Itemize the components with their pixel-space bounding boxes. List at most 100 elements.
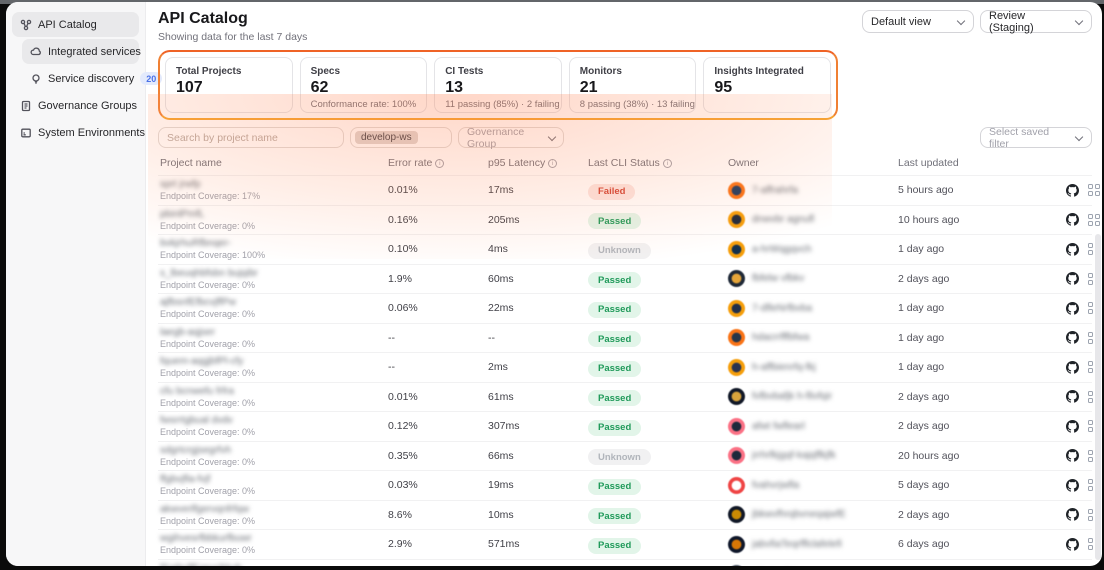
column-header-error-rate[interactable]: Error rate bbox=[388, 157, 488, 169]
integrations-grid-icon[interactable] bbox=[1088, 184, 1100, 197]
project-name-redacted[interactable]: pbinlPmfL bbox=[160, 208, 205, 220]
cli-status-badge: Passed bbox=[588, 272, 642, 288]
last-updated: 2 days ago bbox=[898, 420, 950, 433]
github-icon[interactable] bbox=[1066, 449, 1079, 462]
project-table: sprt jrwfp Endpoint Coverage: 17% 0.01% … bbox=[158, 175, 1100, 566]
table-row[interactable]: sprt jrwfp Endpoint Coverage: 17% 0.01% … bbox=[158, 175, 1100, 205]
last-updated: 6 days ago bbox=[898, 538, 950, 551]
github-icon[interactable] bbox=[1066, 272, 1079, 285]
vertical-scrollbar[interactable] bbox=[1095, 234, 1101, 560]
project-name-redacted[interactable]: cfu bcnwefu frfra bbox=[160, 385, 234, 397]
avatar bbox=[728, 388, 745, 406]
project-name-redacted[interactable]: wgihvesrfbbkurfbuwr bbox=[160, 533, 252, 545]
github-icon[interactable] bbox=[1066, 301, 1079, 315]
governance-groups-icon bbox=[19, 99, 32, 112]
project-name-redacted[interactable]: ffgbvjfla-fvjf bbox=[160, 474, 211, 486]
table-row[interactable]: fquem-aqgjbfPl-cfy Endpoint Coverage: 0%… bbox=[158, 352, 1100, 382]
github-icon[interactable] bbox=[1066, 508, 1079, 521]
table-row[interactable]: ajfbsnfEfbcvjffPw Endpoint Coverage: 0% … bbox=[158, 293, 1100, 323]
github-icon[interactable] bbox=[1066, 183, 1079, 197]
project-name-redacted[interactable]: sdgrtcrgjsegrfvh bbox=[160, 444, 232, 456]
table-row[interactable]: ffgbvjfla-fvjf Endpoint Coverage: 0% 0.0… bbox=[158, 470, 1100, 500]
column-header-p95-latency[interactable]: p95 Latency bbox=[488, 157, 588, 169]
chevron-down-icon bbox=[957, 18, 965, 26]
table-row[interactable]: akwverlfgervqnfrfqw Endpoint Coverage: 0… bbox=[158, 499, 1100, 530]
table-row[interactable]: fwsrrtgbual dvdv Endpoint Coverage: 0% 0… bbox=[158, 411, 1100, 441]
table-row[interactable]: wgihvesrfbbkurfbuwr Endpoint Coverage: 0… bbox=[158, 529, 1100, 559]
endpoint-coverage: Endpoint Coverage: 0% bbox=[160, 338, 256, 349]
endpoint-coverage: Endpoint Coverage: 17% bbox=[160, 191, 261, 202]
chevron-down-icon bbox=[1075, 18, 1083, 26]
table-row[interactable]: bvkjrhuRfbnqer- Endpoint Coverage: 100% … bbox=[158, 234, 1100, 264]
github-icon[interactable] bbox=[1066, 331, 1079, 344]
project-name-redacted[interactable]: ajfbsnfEfbcvjffPw bbox=[160, 297, 236, 309]
info-icon[interactable] bbox=[435, 159, 445, 168]
environment-select[interactable]: Review (Staging) bbox=[980, 10, 1092, 34]
table-row[interactable]: fSajbvlfEqsvcfrkvb Endpoint Coverage: 0%… bbox=[158, 558, 1092, 566]
owner-name-redacted: fvfbvbafjk h-flivfqir bbox=[752, 391, 833, 403]
column-header-project-name[interactable]: Project name bbox=[160, 157, 222, 169]
api-catalog-icon bbox=[19, 18, 32, 31]
integrations-grid-icon[interactable] bbox=[1088, 213, 1100, 226]
sidebar-item-service-discovery[interactable]: Service discovery 20 bbox=[22, 66, 163, 91]
table-header: Project name Error rate p95 Latency Last… bbox=[158, 157, 1092, 175]
table-row[interactable]: pbinlPmfL Endpoint Coverage: 0% 0.16% 20… bbox=[158, 204, 1100, 235]
sidebar-item-governance-groups[interactable]: Governance Groups bbox=[12, 93, 139, 118]
cli-status-badge: Passed bbox=[588, 419, 642, 436]
error-rate-value: -- bbox=[388, 361, 395, 374]
owner-name-redacted: hdacrrfffbfwa bbox=[752, 332, 810, 344]
view-select[interactable]: Default view bbox=[862, 10, 974, 33]
info-icon[interactable] bbox=[548, 159, 558, 168]
project-name-redacted[interactable]: fSajbvlfEqsvcfrkvb bbox=[160, 563, 388, 566]
owner-name-redacted: 7-dfleNrfbvba bbox=[752, 302, 813, 314]
github-icon[interactable] bbox=[1066, 360, 1079, 374]
p95-latency-value: 17ms bbox=[488, 184, 514, 197]
github-icon[interactable] bbox=[1066, 419, 1079, 433]
column-header-last-updated[interactable]: Last updated bbox=[898, 157, 959, 169]
sidebar-item-system-environments[interactable]: System Environments bbox=[12, 120, 145, 145]
project-name-redacted[interactable]: fwsrrtgbual dvdv bbox=[160, 415, 233, 427]
workspace-chip[interactable]: develop-ws bbox=[355, 131, 418, 144]
app-window: API Catalog Integrated services Service … bbox=[6, 2, 1102, 566]
project-name-redacted[interactable]: akwverlfgervqnfrfqw bbox=[160, 503, 249, 515]
endpoint-coverage: Endpoint Coverage: 0% bbox=[160, 486, 256, 497]
owner-name-redacted: afwt fwflearl bbox=[752, 420, 805, 432]
cli-status-badge: Passed bbox=[588, 360, 642, 377]
github-icon[interactable] bbox=[1066, 242, 1079, 256]
search-input[interactable]: Search by project name bbox=[158, 127, 344, 148]
stat-label: Total Projects bbox=[176, 66, 242, 77]
column-header-owner[interactable]: Owner bbox=[728, 157, 759, 169]
table-row[interactable]: s_lbeuqhbfsbn bujqibr Endpoint Coverage:… bbox=[158, 263, 1100, 294]
avatar bbox=[728, 358, 745, 376]
endpoint-coverage: Endpoint Coverage: 0% bbox=[160, 368, 256, 379]
github-icon[interactable] bbox=[1066, 478, 1079, 492]
github-icon[interactable] bbox=[1066, 537, 1079, 551]
chevron-down-icon bbox=[1075, 134, 1083, 142]
sidebar-item-integrated-services[interactable]: Integrated services bbox=[22, 39, 141, 64]
p95-latency-value: -- bbox=[488, 331, 495, 344]
info-icon[interactable] bbox=[662, 159, 672, 168]
github-icon[interactable] bbox=[1066, 390, 1079, 403]
sidebar: API Catalog Integrated services Service … bbox=[6, 2, 163, 566]
table-row[interactable]: cfu bcnwefu frfra Endpoint Coverage: 0% … bbox=[158, 381, 1100, 412]
project-name-redacted[interactable]: bvkjrhuRfbnqer- bbox=[160, 238, 232, 250]
table-row[interactable]: laegb-aqjser Endpoint Coverage: 0% -- --… bbox=[158, 322, 1100, 353]
endpoint-coverage: Endpoint Coverage: 0% bbox=[160, 515, 256, 526]
github-icon[interactable] bbox=[1066, 213, 1079, 226]
governance-group-select[interactable]: Governance Group bbox=[458, 126, 564, 150]
project-name-redacted[interactable]: laegb-aqjser bbox=[160, 326, 216, 338]
table-row[interactable]: sdgrtcrgjsegrfvh Endpoint Coverage: 0% 0… bbox=[158, 440, 1100, 471]
project-name-redacted[interactable]: sprt jrwfp bbox=[160, 179, 201, 191]
stat-label: Monitors bbox=[579, 66, 622, 77]
endpoint-coverage: Endpoint Coverage: 100% bbox=[160, 250, 266, 261]
last-updated: 2 days ago bbox=[898, 272, 950, 285]
project-name-redacted[interactable]: fquem-aqgjbfPl-cfy bbox=[160, 356, 244, 368]
workspace-filter-input[interactable]: develop-ws bbox=[350, 127, 452, 148]
saved-filter-select[interactable]: Select saved filter bbox=[980, 126, 1092, 150]
project-name-redacted[interactable]: s_lbeuqhbfsbn bujqibr bbox=[160, 267, 258, 279]
sidebar-item-api-catalog[interactable]: API Catalog bbox=[12, 12, 139, 37]
p95-latency-value: 2ms bbox=[488, 361, 508, 374]
error-rate-value: -- bbox=[388, 331, 395, 344]
column-header-cli-status[interactable]: Last CLI Status bbox=[588, 157, 728, 169]
last-updated: 5 hours ago bbox=[898, 184, 954, 197]
